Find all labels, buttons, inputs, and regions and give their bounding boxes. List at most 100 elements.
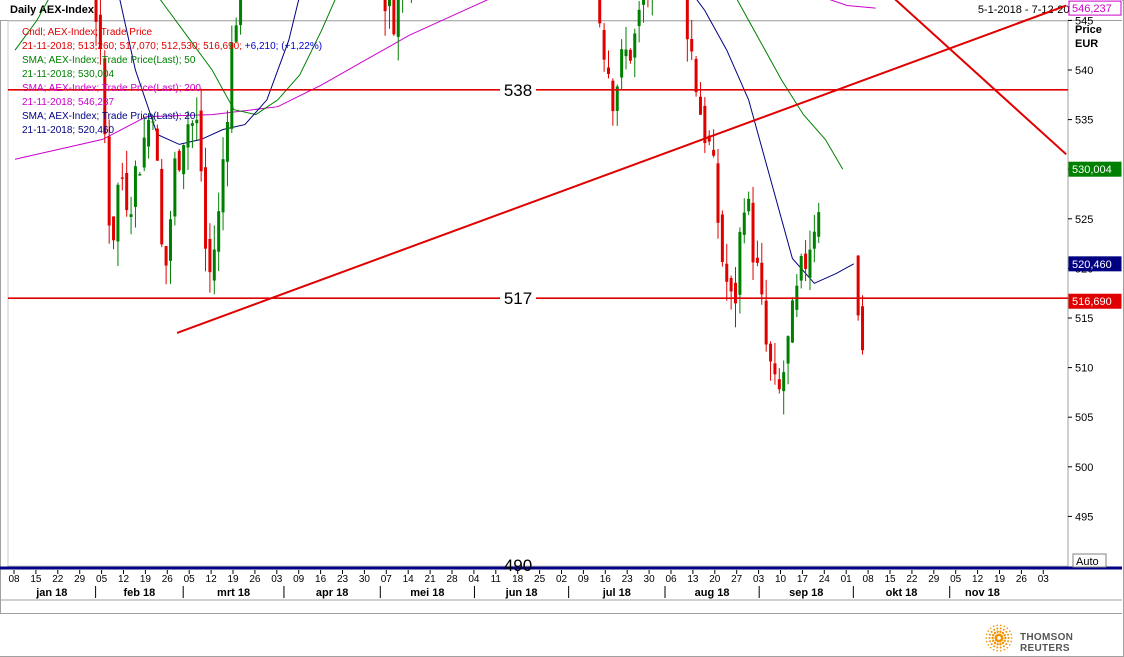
x-tick-label: 24 [819,574,831,585]
candle-body [786,336,790,364]
candle-body [160,168,164,245]
logo-dot [991,636,994,640]
logo-dot [996,633,1000,637]
x-tick-label: 27 [731,574,743,585]
month-label: okt 18 [886,587,918,599]
candle-body [177,150,181,171]
trendlines [176,0,1067,334]
candle-body [598,0,602,24]
candle-body [729,277,733,292]
x-tick-label: 07 [381,574,393,585]
x-tick-label: 26 [162,574,174,585]
x-tick-label: 25 [534,574,546,585]
candle-body [760,262,764,295]
candle-body [112,216,116,241]
month-label: mrt 18 [217,587,250,599]
candle-body [133,166,137,207]
logo-dot [996,646,999,649]
candle-body [225,121,229,162]
candle-body [637,9,641,27]
level-label-bg [500,80,536,99]
logo-dot [992,639,995,642]
x-tick-label: 17 [797,574,809,585]
x-tick-label: 12 [118,574,130,585]
month-label: sep 18 [789,587,823,599]
legend: Cndl; AEX-Index; Trade Price 21-11-2018; … [22,27,322,136]
price-chart[interactable]: 4955005055105155205255305355405455505555… [0,0,1124,613]
legend-line: 21-11-2018; 546,237 [22,97,115,108]
auto-scale-button[interactable] [1072,553,1107,568]
candle-body [716,163,720,223]
logo-dot [996,649,998,652]
candle-body [694,58,698,93]
logo-dot [992,648,995,651]
logo-dot [992,634,995,637]
axes: 4955005055105155205255305355405455505555… [0,15,1122,601]
y-tick-label: 535 [1075,115,1093,127]
x-tick-label: 18 [512,574,524,585]
last-value-tag [1068,161,1122,177]
y-tick-label: 525 [1075,214,1093,226]
logo-dot [990,630,993,633]
x-tick-label: 01 [841,574,853,585]
x-tick-label: 04 [468,574,480,585]
x-tick-label: 16 [600,574,612,585]
last-value-label: 546,237 [1072,3,1112,15]
candle-body [812,231,816,249]
footer [0,613,1122,656]
candle-body [186,124,190,148]
x-tick-label: 30 [359,574,371,585]
candle-body [212,249,216,281]
candle-body [155,128,159,161]
candle-body [190,123,194,126]
logo-dot [1002,645,1005,648]
x-tick-label: 23 [622,574,634,585]
x-tick-label: 10 [775,574,787,585]
candle-body [611,80,615,112]
logo-dot [990,643,993,646]
candle-body [712,149,716,156]
logo-dot [996,630,999,633]
candle-body [777,379,781,390]
logo-dot [1000,624,1002,627]
logo-dot [993,645,996,648]
candle-body [633,33,637,58]
x-tick-label: 21 [425,574,437,585]
last-value-label: 516,690 [1072,296,1112,308]
candle-body [742,212,746,235]
candle-body [103,58,107,135]
x-tick-label: 26 [1016,574,1028,585]
candle-body [602,29,606,60]
logo-dot [1001,641,1005,645]
candle-body [221,159,225,213]
logo-dot [993,628,996,631]
candle-body [147,119,151,147]
month-label: apr 18 [316,587,348,599]
logo-dot [987,644,990,646]
candle-body [817,212,821,237]
x-tick-label: 05 [184,574,196,585]
candle-body [107,136,111,226]
x-tick-label: 22 [52,574,64,585]
x-tick-label: 02 [556,574,568,585]
x-tick-label: 19 [227,574,239,585]
x-tick-label: 20 [709,574,721,585]
candle-body [173,158,177,217]
x-tick-label: 12 [972,574,984,585]
logo-dot [993,631,997,635]
logo-dot [1008,644,1011,646]
logo-dot [1011,637,1013,639]
candle-body [120,177,124,179]
candle-body [116,184,120,242]
candle-body [734,282,738,304]
x-tick-label: 26 [249,574,261,585]
y-tick-label: 545 [1075,15,1093,27]
logo-dot [1004,636,1007,640]
candle-body [690,38,694,52]
sma-line-2 [119,0,855,284]
x-tick-label: 03 [753,574,765,585]
candle-body [392,0,396,35]
x-tick-label: 16 [315,574,327,585]
x-tick-label: 09 [293,574,305,585]
candle-body [720,214,724,262]
